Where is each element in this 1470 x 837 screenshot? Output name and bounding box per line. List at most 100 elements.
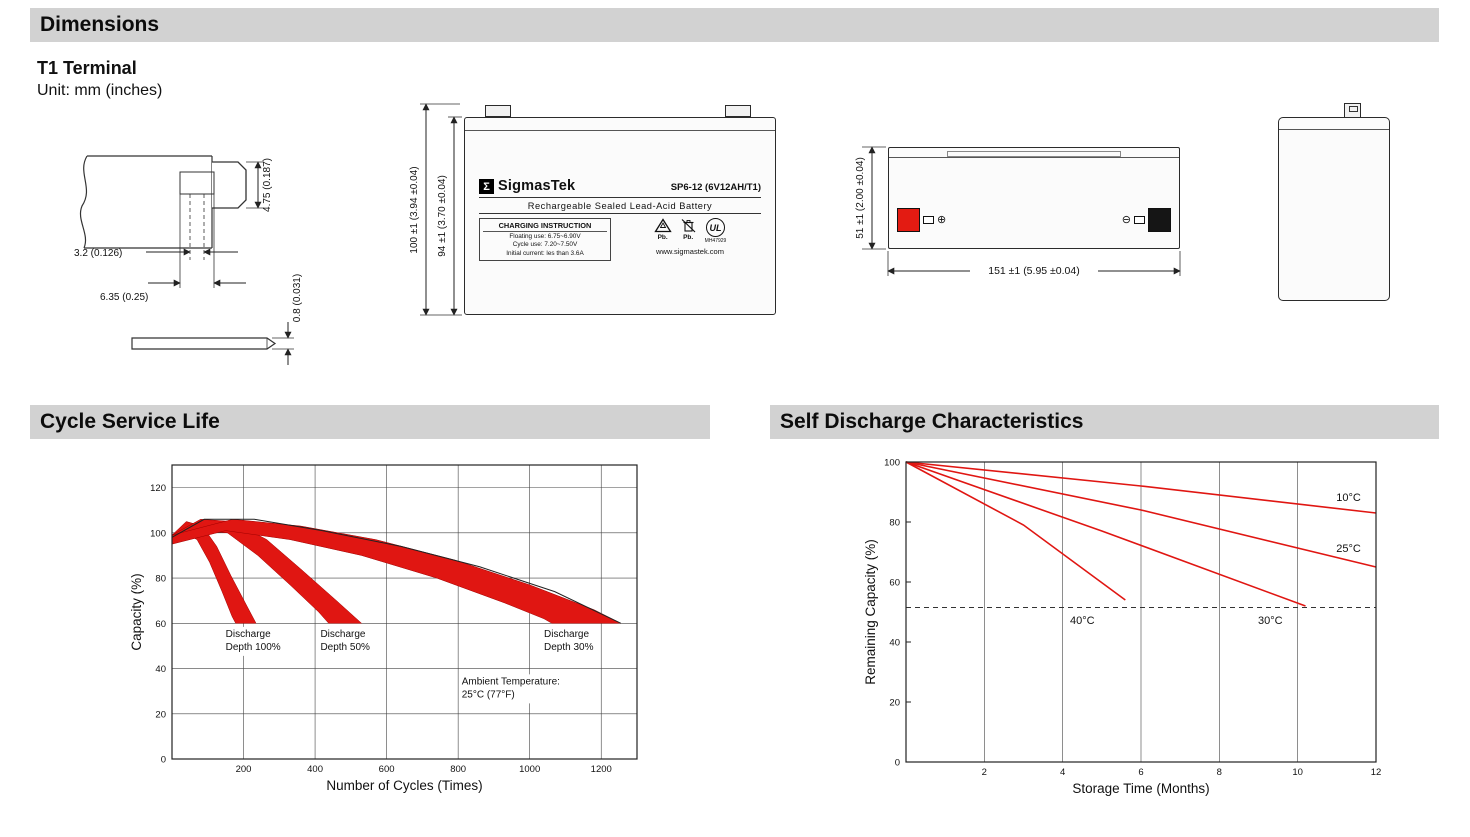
svg-text:0: 0 (895, 758, 900, 769)
crossed-bin-icon (681, 219, 696, 233)
svg-text:120: 120 (150, 483, 166, 494)
svg-text:12: 12 (1371, 767, 1382, 778)
svg-text:10°C: 10°C (1336, 492, 1361, 504)
svg-text:Depth 30%: Depth 30% (544, 642, 594, 653)
battery-front-view: 100 ±1 (3.94 ±0.04) 94 ±1 (3.70 ±0.04) Σ… (398, 93, 783, 325)
svg-text:4: 4 (1060, 767, 1065, 778)
front-terminal-tab-right (725, 105, 751, 117)
svg-text:60: 60 (889, 578, 900, 589)
svg-text:60: 60 (155, 619, 166, 630)
pb-label-2: Pb. (683, 234, 694, 241)
pb-label-1: Pb. (657, 234, 668, 241)
dim-tab-height: 4.75 (0.187) (262, 158, 273, 212)
negative-terminal (1148, 208, 1171, 232)
charging-instruction-box: CHARGING INSTRUCTION Floating use: 6.75~… (479, 218, 611, 261)
svg-text:25°C (77°F): 25°C (77°F) (462, 689, 515, 700)
charging-line-2: Cycle use: 7.20~7.50V (512, 241, 578, 249)
svg-text:800: 800 (450, 764, 466, 775)
dim-slot-width: 3.2 (0.126) (74, 248, 122, 259)
svg-text:1200: 1200 (591, 764, 612, 775)
sigma-logo-icon: Σ (479, 179, 494, 194)
cycle-service-life-chart: 0 20 40 60 80 100 120 200 400 600 800 1000 1200 Disch… (128, 453, 653, 800)
svg-text:20: 20 (889, 698, 900, 709)
minus-symbol: ⊖ (1121, 214, 1131, 226)
ul-mark-icon: UL (706, 218, 725, 237)
battery-side-body: ⊕ ⊖ (888, 147, 1180, 249)
svg-text:Ambient Temperature:: Ambient Temperature: (462, 676, 560, 687)
charging-line-1: Floating use: 6.75~6.90V (509, 233, 581, 240)
svg-text:0: 0 (161, 755, 166, 766)
plus-symbol: ⊕ (937, 214, 947, 226)
break-line (80, 155, 88, 249)
terminal-type-title: T1 Terminal (37, 58, 137, 78)
dim-side-height: 51 ±1 (2.00 ±0.04) (855, 157, 866, 239)
dim-blade-thickness: 0.8 (0.031) (292, 274, 303, 322)
model-number: SP6-12 (6V12AH/T1) (670, 182, 761, 193)
svg-text:Discharge: Discharge (226, 629, 271, 640)
svg-text:Capacity (%): Capacity (%) (129, 573, 144, 650)
svg-text:100: 100 (150, 528, 166, 539)
svg-text:40: 40 (155, 664, 166, 675)
unit-note: Unit: mm (inches) (37, 82, 163, 99)
svg-text:600: 600 (379, 764, 395, 775)
svg-text:40°C: 40°C (1070, 615, 1095, 627)
dim-total-height: 100 ±1 (3.94 ±0.04) (409, 166, 420, 253)
positive-terminal (897, 208, 920, 232)
svg-text:Remaining Capacity (%): Remaining Capacity (%) (863, 539, 878, 685)
website-url: www.sigmastek.com (656, 247, 724, 256)
end-terminal-tab (1344, 103, 1361, 118)
lid-recess (947, 151, 1121, 157)
svg-text:Number of Cycles (Times): Number of Cycles (Times) (326, 778, 482, 793)
svg-text:6: 6 (1138, 767, 1143, 778)
dim-base-width: 6.35 (0.25) (100, 292, 148, 303)
recycle-pb-icon (653, 218, 672, 233)
dim-side-length: 151 ±1 (5.95 ±0.04) (988, 265, 1080, 277)
svg-text:20: 20 (155, 709, 166, 720)
svg-text:2: 2 (982, 767, 987, 778)
certification-icons: Pb. Pb. UL (619, 218, 761, 261)
battery-end-view (1270, 95, 1400, 310)
side-dimension-lines: 51 ±1 (2.00 ±0.04) 151 ±1 (5.95 ±0.04) (855, 146, 1181, 277)
section-bar-self-discharge: Self Discharge Characteristics (770, 405, 1439, 439)
divider (479, 213, 761, 214)
side-lid-line (889, 157, 1179, 158)
svg-text:8: 8 (1217, 767, 1222, 778)
brand-name: SigmasTek (498, 178, 576, 194)
svg-text:80: 80 (889, 518, 900, 529)
svg-text:Depth 50%: Depth 50% (320, 642, 370, 653)
end-lid-line (1279, 129, 1389, 130)
front-lid-line (465, 130, 775, 131)
negative-connector (1134, 216, 1145, 224)
svg-text:Storage Time (Months): Storage Time (Months) (1072, 781, 1209, 796)
self-discharge-chart: 10°C 25°C 30°C 40°C 0 20 40 60 80 100 2 4 6 8 10 12 Stor… (862, 450, 1392, 803)
svg-text:25°C: 25°C (1336, 543, 1361, 555)
section-title-self-discharge: Self Discharge Characteristics (780, 410, 1084, 433)
svg-text:200: 200 (236, 764, 252, 775)
charging-line-3: Initial current: les than 3.6A (506, 249, 584, 257)
section-bar-cycle-life: Cycle Service Life (30, 405, 710, 439)
svg-text:30°C: 30°C (1258, 615, 1283, 627)
terminal-tab-outline (212, 161, 247, 209)
positive-connector (923, 216, 934, 224)
svg-text:80: 80 (155, 574, 166, 585)
svg-text:10: 10 (1292, 767, 1303, 778)
dim-case-height: 94 ±1 (3.70 ±0.04) (437, 175, 448, 257)
charging-title: CHARGING INSTRUCTION (483, 221, 607, 232)
front-terminal-tab-left (485, 105, 511, 117)
svg-text:Discharge: Discharge (320, 629, 365, 640)
front-dimension-lines: 100 ±1 (3.94 ±0.04) 94 ±1 (3.70 ±0.04) (409, 103, 462, 316)
svg-text:40: 40 (889, 638, 900, 649)
section-title-dimensions: Dimensions (40, 13, 160, 36)
battery-type-line: Rechargeable Sealed Lead-Acid Battery (527, 201, 713, 211)
battery-side-view: 51 ±1 (2.00 ±0.04) 151 ±1 (5.95 ±0.04) ⊕… (852, 133, 1192, 298)
svg-text:400: 400 (307, 764, 323, 775)
svg-text:1000: 1000 (519, 764, 540, 775)
battery-label: Σ SigmasTek SP6-12 (6V12AH/T1) Rechargea… (479, 178, 761, 261)
divider (479, 197, 761, 198)
battery-end-body (1278, 117, 1390, 301)
battery-front-body: Σ SigmasTek SP6-12 (6V12AH/T1) Rechargea… (464, 105, 776, 315)
section-bar-dimensions: Dimensions (30, 8, 1439, 42)
blade-outline (131, 337, 277, 350)
svg-text:Depth 100%: Depth 100% (226, 642, 281, 653)
